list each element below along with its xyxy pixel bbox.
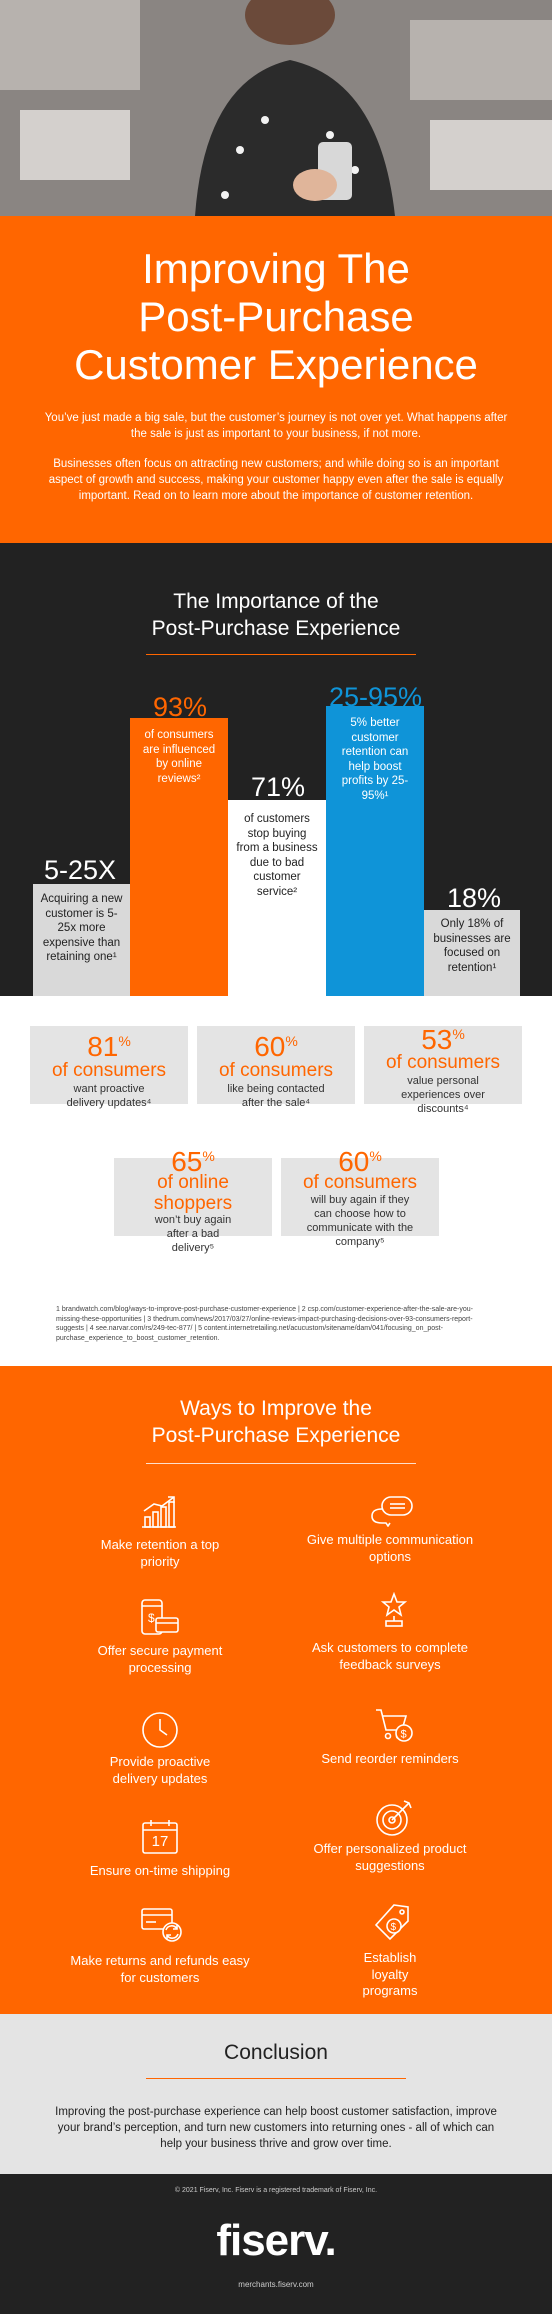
way-label-suggestions: Offer personalized product suggestions (313, 1841, 467, 1873)
stat-subject: of consumers (218, 1060, 334, 1081)
ways-title-line-2: Post-Purchase Experience (151, 1424, 401, 1447)
bar-18 (424, 910, 520, 996)
copyright: © 2021 Fiserv, Inc. Fiserv is a register… (174, 2187, 378, 2194)
chat-bubbles-icon (370, 1495, 414, 1527)
ways-divider (146, 1463, 416, 1464)
woman-with-phone-image (195, 0, 395, 216)
stat-number: 60% (338, 1146, 382, 1177)
way-label-surveys: Ask customers to complete feedback surve… (311, 1640, 469, 1672)
ways-section (0, 1366, 552, 2014)
card-refresh-icon (140, 1905, 184, 1945)
stat-card-65: 65% of online shoppers won’t buy again a… (114, 1147, 272, 1254)
way-label-delivery-updates: Provide proactive delivery updates (109, 1754, 211, 1786)
growth-chart-icon (140, 1495, 178, 1529)
way-label-returns: Make returns and refunds easy for custom… (70, 1953, 250, 1985)
way-label-loyalty: Establish loyalty programs (362, 1950, 418, 1998)
star-trophy-icon (381, 1592, 407, 1628)
bar-text-93: of consumers are influenced by online re… (142, 729, 216, 785)
way-label-retention: Make retention a top priority (100, 1537, 220, 1569)
bar-text-25-95: 5% better customer retention can help bo… (341, 717, 409, 802)
fiserv-logo: fiserv. (216, 2216, 336, 2265)
stat-card-60-communicate: 60% of consumers will buy again if they … (281, 1147, 439, 1248)
stat-number: 81% (87, 1031, 131, 1062)
footer (0, 2174, 552, 2314)
stat-card-53: 53% of consumers value personal experien… (364, 1024, 522, 1115)
main-title-line-2: Post-Purchase (138, 293, 414, 340)
way-label-reorder: Send reorder reminders (321, 1751, 459, 1766)
bar-93 (130, 718, 228, 996)
stat-card-60-contacted: 60% of consumers like being contacted af… (197, 1026, 355, 1109)
stat-description: won’t buy again after a bad delivery⁵ (154, 1214, 232, 1254)
bar-text-71: of customers stop buying from a business… (236, 813, 318, 898)
hero-section (0, 216, 552, 543)
ways-title-line-1: Ways to Improve the (180, 1397, 372, 1420)
stat-description: value personal experiences over discount… (401, 1075, 485, 1115)
bar-head-18: 18% (446, 883, 502, 913)
main-title-line-1: Improving The (142, 245, 410, 292)
svg-text:$: $ (148, 1611, 155, 1625)
bar-text-18: Only 18% of businesses are focused on re… (433, 918, 511, 974)
bar-71 (228, 800, 326, 996)
target-arrow-icon (374, 1798, 414, 1838)
svg-text:$: $ (391, 1922, 397, 1933)
stat-number: 53% (421, 1024, 465, 1055)
calendar-day: 17 (151, 1833, 169, 1850)
conclusion-section (0, 2014, 552, 2174)
conclusion-title: Conclusion (224, 2041, 328, 2064)
hero-photo (0, 0, 552, 216)
bar-head-71: 71% (250, 772, 306, 802)
clock-icon (140, 1710, 180, 1750)
stat-card-81: 81% of consumers want proactive delivery… (30, 1026, 188, 1109)
stat-subject: of consumers (302, 1172, 418, 1193)
intro-paragraph-2: Businesses often focus on attracting new… (48, 458, 504, 502)
title-divider (146, 654, 416, 655)
bar-head-5-25x: 5-25X (43, 855, 117, 885)
intro-paragraph-1: You’ve just made a big sale, but the cus… (44, 412, 508, 440)
bar-head-93: 93% (152, 692, 208, 722)
phone-card-payment-icon: $ (140, 1598, 180, 1636)
stat-subject: of consumers (385, 1052, 501, 1073)
main-title-line-3: Customer Experience (74, 341, 478, 388)
stat-description: will buy again if they can choose how to… (306, 1194, 414, 1248)
importance-title-line-2: Post-Purchase Experience (151, 617, 401, 640)
stat-description: want proactive delivery updates⁴ (66, 1083, 152, 1109)
way-label-communication: Give multiple communication options (306, 1532, 474, 1564)
importance-title-line-1: The Importance of the (173, 590, 379, 613)
calendar-icon: 17 (140, 1818, 180, 1856)
bar-text-5-25x: Acquiring a new customer is 5-25x more e… (40, 893, 123, 963)
svg-text:$: $ (401, 1729, 407, 1741)
footnotes: 1 brandwatch.com/blog/ways-to-improve-po… (56, 1306, 473, 1342)
way-label-payment: Offer secure payment processing (97, 1643, 223, 1675)
stat-number: 60% (254, 1031, 298, 1062)
tag-dollar-icon: $ (374, 1903, 410, 1943)
bar-5-25x (33, 884, 130, 996)
conclusion-divider (146, 2078, 406, 2079)
stat-subject: of consumers (51, 1060, 167, 1081)
stat-number: 65% (171, 1146, 215, 1177)
stat-description: like being contacted after the sale⁴ (227, 1083, 325, 1109)
website-link[interactable]: merchants.fiserv.com (238, 2280, 314, 2289)
stat-subject: of online shoppers (153, 1172, 233, 1214)
way-label-shipping: Ensure on-time shipping (89, 1863, 231, 1878)
cart-dollar-icon: $ (374, 1706, 414, 1744)
conclusion-text: Improving the post-purchase experience c… (55, 2106, 497, 2150)
bar-25-95 (326, 706, 424, 996)
